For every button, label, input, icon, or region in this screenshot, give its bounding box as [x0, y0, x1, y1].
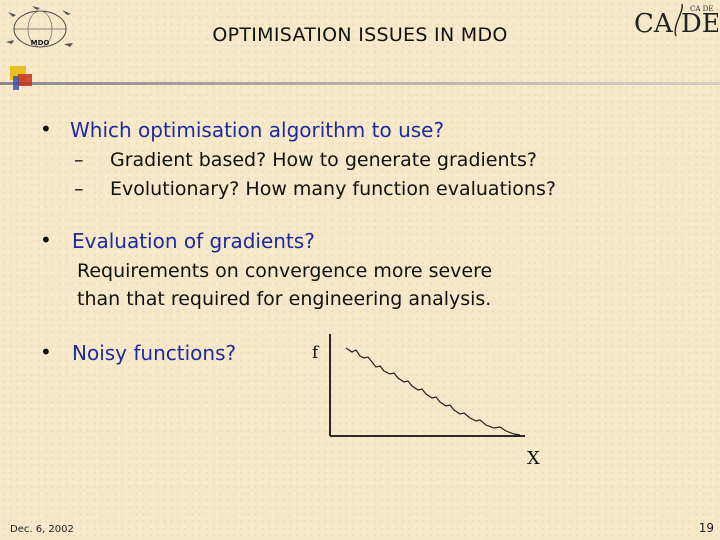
footer-date: Dec. 6, 2002 [10, 524, 74, 535]
cade-logo-small-text: CA DE [690, 5, 713, 13]
y-axis-label: f [312, 343, 320, 363]
bullet-1-text: Which optimisation algorithm to use? [70, 118, 445, 142]
bullet-3-text: Noisy functions? [72, 341, 237, 365]
bullet-2-detail-1: Requirements on convergence more severe [77, 260, 493, 282]
bullet-1-sub-1: Gradient based? How to generate gradient… [110, 149, 537, 171]
mdo-logo: MDO [6, 6, 73, 48]
bullet-marker: • [40, 340, 52, 364]
bullet-2-text: Evaluation of gradients? [72, 229, 315, 253]
x-axis-label: X [527, 448, 540, 469]
sub-dash: – [74, 149, 84, 171]
mdo-logo-text: MDO [31, 39, 50, 47]
page-number: 19 [698, 521, 714, 535]
bullet-1-sub-2: Evolutionary? How many function evaluati… [110, 178, 556, 200]
page-title: OPTIMISATION ISSUES IN MDO [212, 24, 508, 46]
bullet-2-detail-2: than that required for engineering analy… [77, 288, 492, 310]
bullet-marker: • [40, 117, 52, 141]
blue-square-icon [13, 76, 19, 90]
sub-dash: – [74, 178, 84, 200]
noisy-curve [345, 347, 521, 436]
header-rule [0, 66, 720, 90]
cade-logo: CA DE CA DE [632, 2, 720, 40]
red-square-icon [18, 74, 32, 86]
bullet-marker: • [40, 228, 52, 252]
noisy-function-plot: f X [312, 334, 540, 469]
